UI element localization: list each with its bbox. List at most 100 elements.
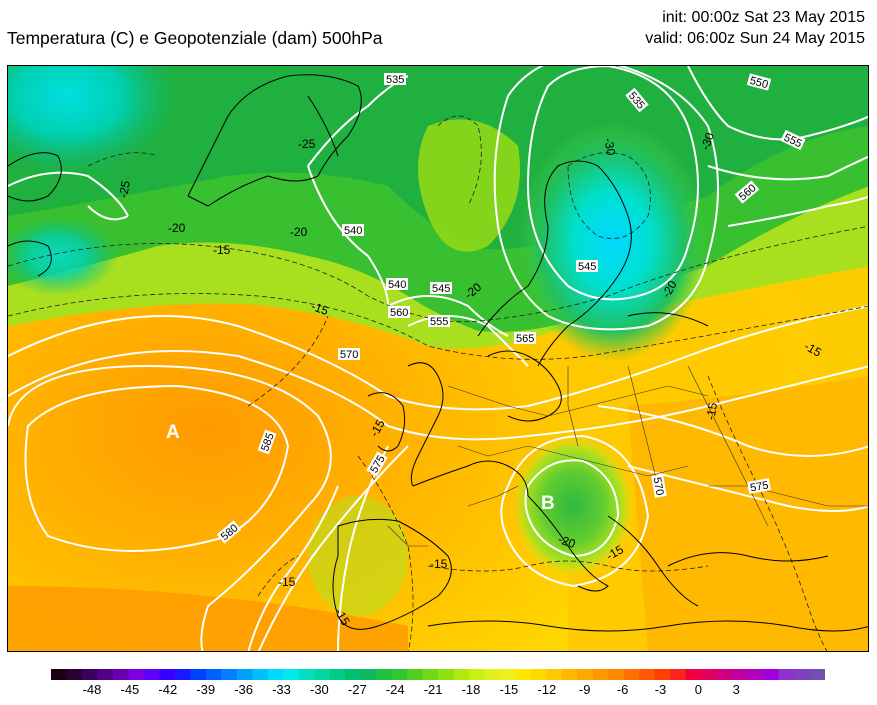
colorbar-tick-label: -42	[158, 682, 178, 697]
colorbar-swatch	[360, 669, 377, 680]
temperature-label: -15	[430, 557, 448, 571]
colorbar-swatch	[701, 669, 718, 680]
colorbar-tick-label: -18	[461, 682, 481, 697]
borders	[387, 365, 868, 547]
colorbar-swatch	[438, 669, 454, 680]
colorbar-tick-label: -9	[578, 682, 591, 697]
colorbar-tick-label: -48	[82, 682, 102, 697]
colorbar-swatch	[484, 669, 501, 680]
temperature-label: -25	[116, 179, 133, 199]
colorbar-swatch	[561, 669, 578, 680]
height-label: 545	[578, 261, 596, 273]
colorbar-swatch	[329, 669, 346, 680]
colorbar-swatch	[747, 669, 764, 680]
colorbar-tick-label: 0	[694, 682, 703, 697]
height-labels: 535 535 540 540 545 545 550 555 555 560 …	[216, 73, 806, 544]
colorbar-tick-label: -6	[616, 682, 629, 697]
coastlines	[8, 74, 868, 632]
colorbar-swatch	[515, 669, 532, 680]
colorbar-swatch	[51, 669, 67, 680]
low-pressure-label: B	[541, 493, 555, 514]
colorbar-tick-label: -12	[537, 682, 557, 697]
colorbar-swatch	[546, 669, 563, 680]
colorbar-swatch	[809, 669, 825, 680]
colorbar-swatch	[391, 669, 408, 680]
height-label: 565	[516, 333, 534, 345]
map-title: Temperatura (C) e Geopotenziale (dam) 50…	[7, 28, 383, 48]
colorbar-tick-label: -39	[196, 682, 216, 697]
temperature-contours	[8, 115, 868, 651]
colorbar-swatch	[283, 669, 300, 680]
colorbar-tick-label: -21	[423, 682, 443, 697]
colorbar-tick-label: -45	[120, 682, 140, 697]
colorbar-swatch	[159, 669, 176, 680]
temperature-label: -20	[556, 532, 577, 551]
height-label: 555	[430, 316, 448, 328]
colorbar-swatch	[97, 669, 114, 680]
temperature-label: -15	[213, 243, 231, 257]
colorbar-swatch	[236, 669, 253, 680]
colorbar-swatch	[190, 669, 207, 680]
colorbar-swatch	[81, 669, 98, 680]
height-label: 585	[259, 431, 277, 452]
colorbar-swatch	[128, 669, 145, 680]
height-label: 545	[432, 283, 450, 295]
colorbar-tick-label: -36	[234, 682, 253, 697]
colorbar-tick-label: -30	[309, 682, 329, 697]
valid-time: valid: 06:00z Sun 24 May 2015	[645, 30, 865, 47]
colorbar-swatch	[639, 669, 656, 680]
colorbar-swatch	[267, 669, 284, 680]
colorbar-swatch	[732, 669, 749, 680]
colorbar-swatch	[314, 669, 331, 680]
height-label: 570	[651, 476, 666, 496]
height-label: 550	[748, 75, 769, 91]
colorbar-swatch	[623, 669, 640, 680]
height-label: 560	[390, 307, 408, 319]
high-pressure-label: A	[166, 422, 180, 443]
colorbar-swatch	[577, 669, 594, 680]
colorbar-swatch	[407, 669, 424, 680]
colorbar-swatch	[763, 669, 780, 680]
temperature-label: -30	[698, 130, 717, 151]
colorbar-tick-label: -33	[272, 682, 291, 697]
temperature-label: -15	[309, 299, 330, 318]
temperature-label: -25	[298, 137, 316, 151]
colorbar-swatch	[670, 669, 687, 680]
temperature-label: -20	[168, 221, 186, 235]
colorbar-swatch	[221, 669, 238, 680]
colorbar-swatch	[252, 669, 269, 680]
colorbar-swatch	[298, 669, 315, 680]
temperature-label: -15	[278, 575, 296, 589]
colorbar-swatch	[468, 669, 485, 680]
height-label: 535	[386, 74, 404, 86]
colorbar-tick-label: 3	[732, 682, 740, 697]
colorbar-swatch	[685, 669, 702, 680]
colorbar-swatch	[345, 669, 362, 680]
colorbar-swatch	[530, 669, 547, 680]
temperature-label: -20	[290, 225, 308, 239]
colorbar-tick-label: -15	[499, 682, 519, 697]
colorbar-swatch	[794, 669, 811, 680]
colorbar-swatch	[422, 669, 439, 680]
colorbar-swatch	[499, 669, 516, 680]
temperature-label: -15	[703, 401, 720, 421]
colorbar-swatch	[143, 669, 160, 680]
colorbar-tick-label: -27	[347, 682, 367, 697]
height-label: 540	[344, 225, 362, 237]
map-canvas: A B 535 535 540 540 545 545 550 555 555 …	[8, 66, 868, 651]
colorbar-swatch	[66, 669, 83, 680]
colorbar-swatch	[174, 669, 191, 680]
init-time: init: 00:00z Sat 23 May 2015	[662, 9, 865, 26]
colorbar-tick-label: -24	[385, 682, 405, 697]
colorbar-swatch	[205, 669, 222, 680]
colorbar	[51, 669, 825, 680]
colorbar-swatch	[608, 669, 625, 680]
colorbar-swatch	[376, 669, 393, 680]
temperature-label: -30	[601, 137, 618, 157]
colorbar-swatch	[716, 669, 733, 680]
weather-map: A B 535 535 540 540 545 545 550 555 555 …	[7, 65, 869, 652]
colorbar-swatch	[778, 669, 795, 680]
colorbar-swatch	[592, 669, 609, 680]
colorbar-tick-label: -3	[654, 682, 667, 697]
colorbar-swatch	[453, 669, 470, 680]
